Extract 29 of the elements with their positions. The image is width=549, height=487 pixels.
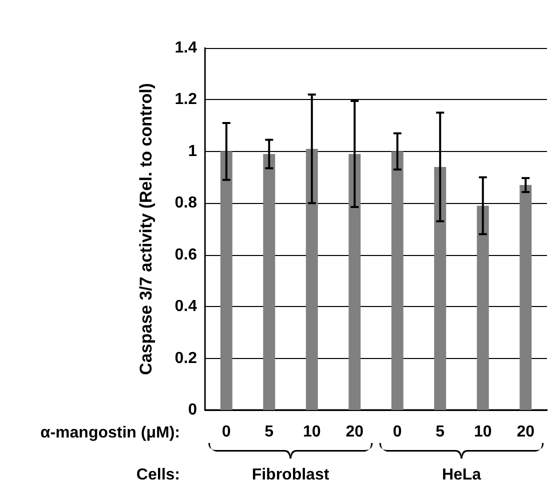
y-axis-title: Caspase 3/7 activity (Rel. to control)	[136, 83, 156, 375]
x-tick-label: 10	[474, 424, 492, 440]
y-tick-label: 0.8	[174, 194, 198, 212]
bar	[306, 148, 318, 410]
x-tick-label: 0	[392, 424, 402, 440]
bar	[391, 151, 404, 410]
y-tick-label: 0	[188, 402, 198, 418]
bar	[520, 185, 532, 410]
x-tick-label: 5	[264, 424, 274, 440]
text: HeLa	[442, 466, 482, 484]
x-axis-title: α-mangostin (μM):	[40, 424, 180, 442]
y-tick-label: 1.4	[174, 40, 198, 56]
bar	[348, 154, 361, 410]
y-tick-label: 1	[188, 142, 198, 160]
text: Cells:	[136, 466, 180, 484]
bar	[476, 206, 489, 410]
x-tick-label: 10	[302, 424, 321, 440]
bar	[220, 151, 232, 410]
y-tick-label: 0.2	[174, 350, 198, 367]
x-tick-label: 5	[436, 424, 445, 440]
y-tick-label: 0.4	[174, 298, 198, 316]
text: Fibroblast	[252, 466, 330, 484]
bar	[434, 166, 446, 410]
x-tick-label: 0	[222, 424, 231, 440]
x-tick-label: 20	[516, 424, 535, 440]
bar	[263, 154, 276, 410]
y-tick-label: 1.2	[174, 91, 198, 108]
y-tick-label: 0.6	[174, 246, 198, 264]
x-tick-label: 20	[346, 424, 364, 440]
